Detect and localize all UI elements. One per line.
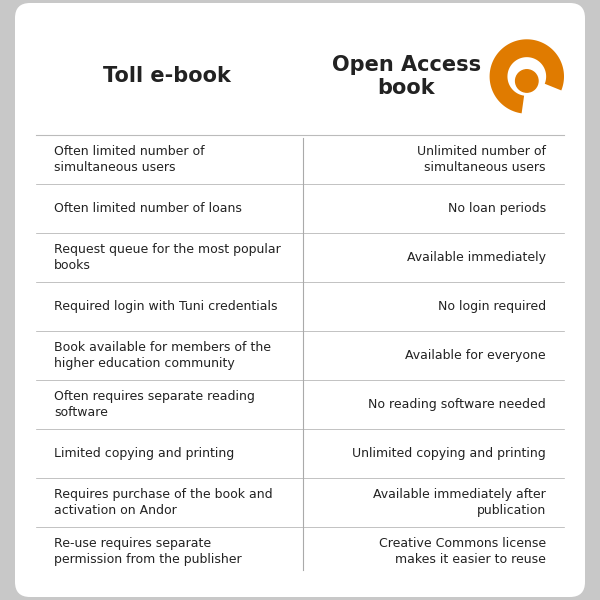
Circle shape — [515, 70, 538, 92]
Text: Limited copying and printing: Limited copying and printing — [54, 447, 234, 460]
Text: Book available for members of the
higher education community: Book available for members of the higher… — [54, 341, 271, 370]
Text: Request queue for the most popular
books: Request queue for the most popular books — [54, 243, 281, 272]
Text: Requires purchase of the book and
activation on Andor: Requires purchase of the book and activa… — [54, 488, 272, 517]
Text: Often limited number of
simultaneous users: Often limited number of simultaneous use… — [54, 145, 205, 174]
Text: Open Access
book: Open Access book — [332, 55, 481, 98]
Text: No reading software needed: No reading software needed — [368, 398, 546, 411]
Text: Required login with Tuni credentials: Required login with Tuni credentials — [54, 300, 277, 313]
Text: Available immediately: Available immediately — [407, 251, 546, 264]
Text: No loan periods: No loan periods — [448, 202, 546, 215]
Text: Available immediately after
publication: Available immediately after publication — [373, 488, 546, 517]
Text: Unlimited number of
simultaneous users: Unlimited number of simultaneous users — [417, 145, 546, 174]
Text: Toll e-book: Toll e-book — [103, 67, 230, 86]
Text: Unlimited copying and printing: Unlimited copying and printing — [352, 447, 546, 460]
Text: Often requires separate reading
software: Often requires separate reading software — [54, 390, 255, 419]
Text: Often limited number of loans: Often limited number of loans — [54, 202, 242, 215]
Text: Creative Commons license
makes it easier to reuse: Creative Commons license makes it easier… — [379, 537, 546, 566]
Text: Available for everyone: Available for everyone — [406, 349, 546, 362]
Text: No login required: No login required — [438, 300, 546, 313]
FancyBboxPatch shape — [15, 3, 585, 597]
Polygon shape — [490, 40, 564, 113]
Text: Re-use requires separate
permission from the publisher: Re-use requires separate permission from… — [54, 537, 242, 566]
